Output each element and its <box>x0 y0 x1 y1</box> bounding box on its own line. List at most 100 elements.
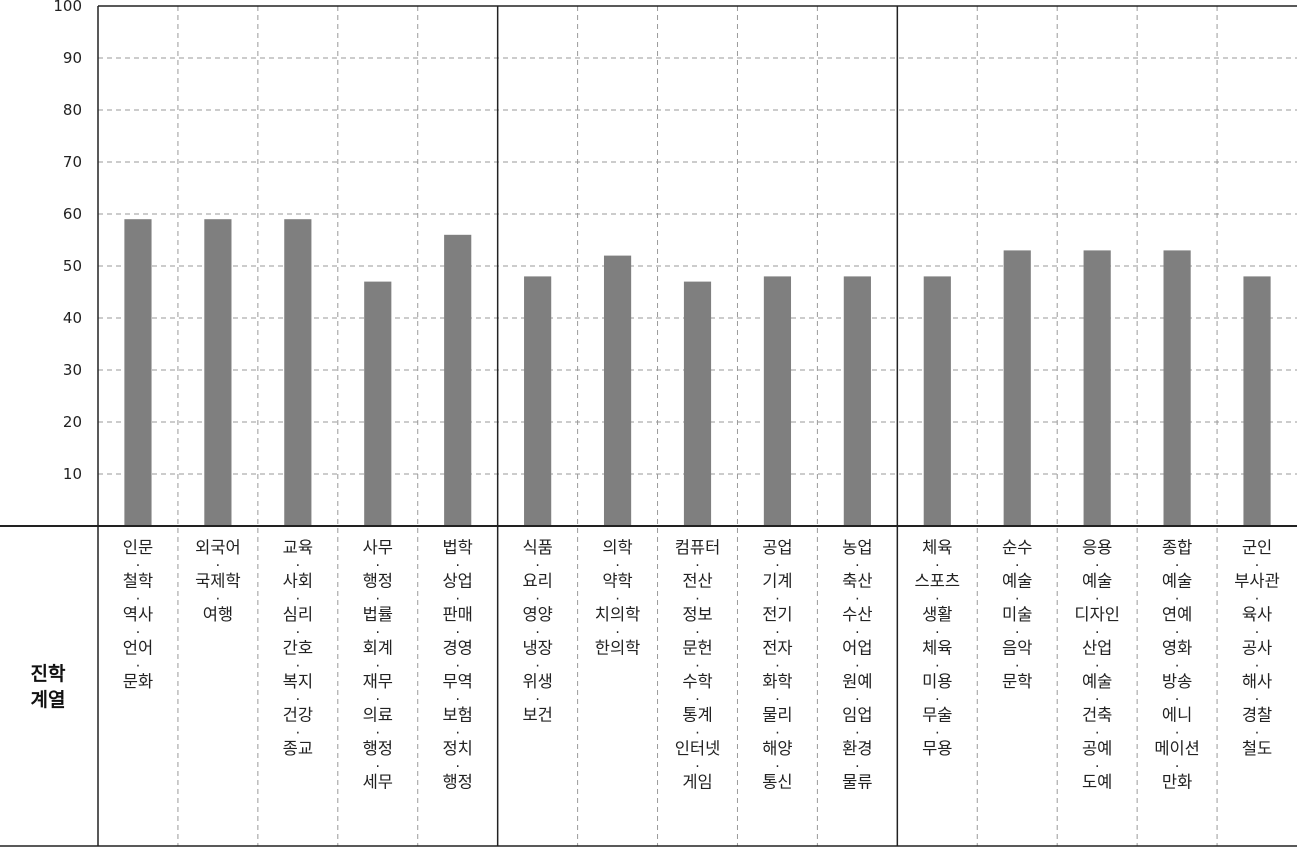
y-tick-label-40: 40 <box>63 309 82 327</box>
category-dot: · <box>1255 592 1259 608</box>
category-dot: · <box>296 592 300 608</box>
y-axis: 10 20 30 40 50 60 70 80 90 100 <box>53 0 82 483</box>
category-line: 물류 <box>842 773 872 792</box>
category-dot: · <box>935 726 939 742</box>
category-dot: · <box>455 659 459 675</box>
category-dot: · <box>855 759 859 775</box>
category-line: 교육 <box>283 538 313 557</box>
y-tick-label-80: 80 <box>63 101 82 119</box>
row-label-line-1: 계열 <box>31 689 66 711</box>
category-dot: · <box>1175 625 1179 641</box>
category-line: 에니 <box>1162 706 1192 725</box>
category-line: 행정 <box>363 572 393 591</box>
category-line: 법학 <box>443 538 473 557</box>
category-line: 행정 <box>363 739 393 758</box>
category-label-3: 사무·행정·법률·회계·재무·의료·행정·세무 <box>363 538 393 792</box>
category-line: 생활 <box>922 605 952 624</box>
category-line: 화학 <box>762 672 792 691</box>
category-dot: · <box>296 558 300 574</box>
y-tick-label-10: 10 <box>63 465 82 483</box>
category-label-12: 응용·예술·디자인·산업·예술·건축·공예·도예 <box>1074 538 1120 792</box>
category-dot: · <box>1255 558 1259 574</box>
bar-1 <box>204 219 232 526</box>
category-line: 약학 <box>602 572 632 591</box>
category-line: 통신 <box>762 773 792 792</box>
category-line: 냉장 <box>522 639 552 658</box>
category-line: 경영 <box>443 639 473 658</box>
category-dot: · <box>775 659 779 675</box>
category-dot: · <box>855 726 859 742</box>
category-dot: · <box>535 625 539 641</box>
category-line: 국제학 <box>195 572 241 591</box>
category-dot: · <box>1255 692 1259 708</box>
category-dot: · <box>1175 558 1179 574</box>
category-line: 철도 <box>1242 739 1272 758</box>
category-line: 공사 <box>1242 639 1272 658</box>
category-dot: · <box>455 558 459 574</box>
category-label-6: 의학·약학·치의학·한의학 <box>595 538 641 658</box>
category-line: 환경 <box>842 739 872 758</box>
category-line: 예술 <box>1082 572 1112 591</box>
category-line: 보건 <box>522 706 552 725</box>
category-line: 산업 <box>1082 639 1112 658</box>
category-dot: · <box>1095 592 1099 608</box>
category-dot: · <box>935 692 939 708</box>
category-line: 언어 <box>123 639 153 658</box>
category-line: 컴퓨터 <box>675 538 721 557</box>
category-label-7: 컴퓨터·전산·정보·문헌·수학·통계·인터넷·게임 <box>675 538 721 792</box>
category-dot: · <box>455 625 459 641</box>
category-line: 요리 <box>522 572 552 591</box>
category-dot: · <box>695 625 699 641</box>
category-dot: · <box>855 659 859 675</box>
category-line: 공예 <box>1082 739 1112 758</box>
category-label-10: 체육·스포츠·생활·체육·미용·무술·무용 <box>915 538 961 758</box>
bar-5 <box>524 276 552 526</box>
category-line: 전기 <box>762 605 792 624</box>
category-line: 예술 <box>1082 672 1112 691</box>
category-line: 무술 <box>922 706 952 725</box>
category-line: 철학 <box>123 572 153 591</box>
bar-6 <box>603 255 632 526</box>
category-dot: · <box>1175 726 1179 742</box>
category-dot: · <box>376 592 380 608</box>
category-dot: · <box>376 625 380 641</box>
bar-2 <box>284 219 312 526</box>
category-line: 외국어 <box>195 538 241 557</box>
category-label-0: 인문·철학·역사·언어·문화 <box>123 538 153 691</box>
category-line: 문헌 <box>682 639 712 658</box>
category-line: 공업 <box>762 538 792 557</box>
category-dot: · <box>935 659 939 675</box>
category-line: 게임 <box>682 773 712 792</box>
category-line: 연예 <box>1162 605 1192 624</box>
category-line: 전산 <box>682 572 712 591</box>
category-line: 영화 <box>1162 639 1192 658</box>
category-line: 한의학 <box>595 639 641 658</box>
category-line: 인문 <box>123 538 153 557</box>
row-label-line-0: 진학 <box>31 663 66 685</box>
category-line: 육사 <box>1242 605 1272 624</box>
category-dot: · <box>1255 726 1259 742</box>
y-tick-label-60: 60 <box>63 205 82 223</box>
category-dot: · <box>1095 726 1099 742</box>
category-dot: · <box>855 558 859 574</box>
category-dot: · <box>935 625 939 641</box>
category-dot: · <box>775 692 779 708</box>
bar-11 <box>1003 250 1031 526</box>
category-line: 문화 <box>123 672 153 691</box>
category-line: 위생 <box>522 672 552 691</box>
category-dot: · <box>1015 558 1019 574</box>
category-line: 음악 <box>1002 639 1032 658</box>
bar-3 <box>364 281 392 526</box>
category-line: 법률 <box>363 605 393 624</box>
category-dot: · <box>1175 592 1179 608</box>
category-line: 보험 <box>443 706 473 725</box>
category-line: 예술 <box>1162 572 1192 591</box>
category-line: 사무 <box>363 538 393 557</box>
category-dot: · <box>136 659 140 675</box>
category-dot: · <box>695 659 699 675</box>
category-line: 원예 <box>842 672 872 691</box>
category-dot: · <box>1175 692 1179 708</box>
category-line: 간호 <box>283 639 313 658</box>
category-dot: · <box>1015 659 1019 675</box>
category-dot: · <box>935 592 939 608</box>
